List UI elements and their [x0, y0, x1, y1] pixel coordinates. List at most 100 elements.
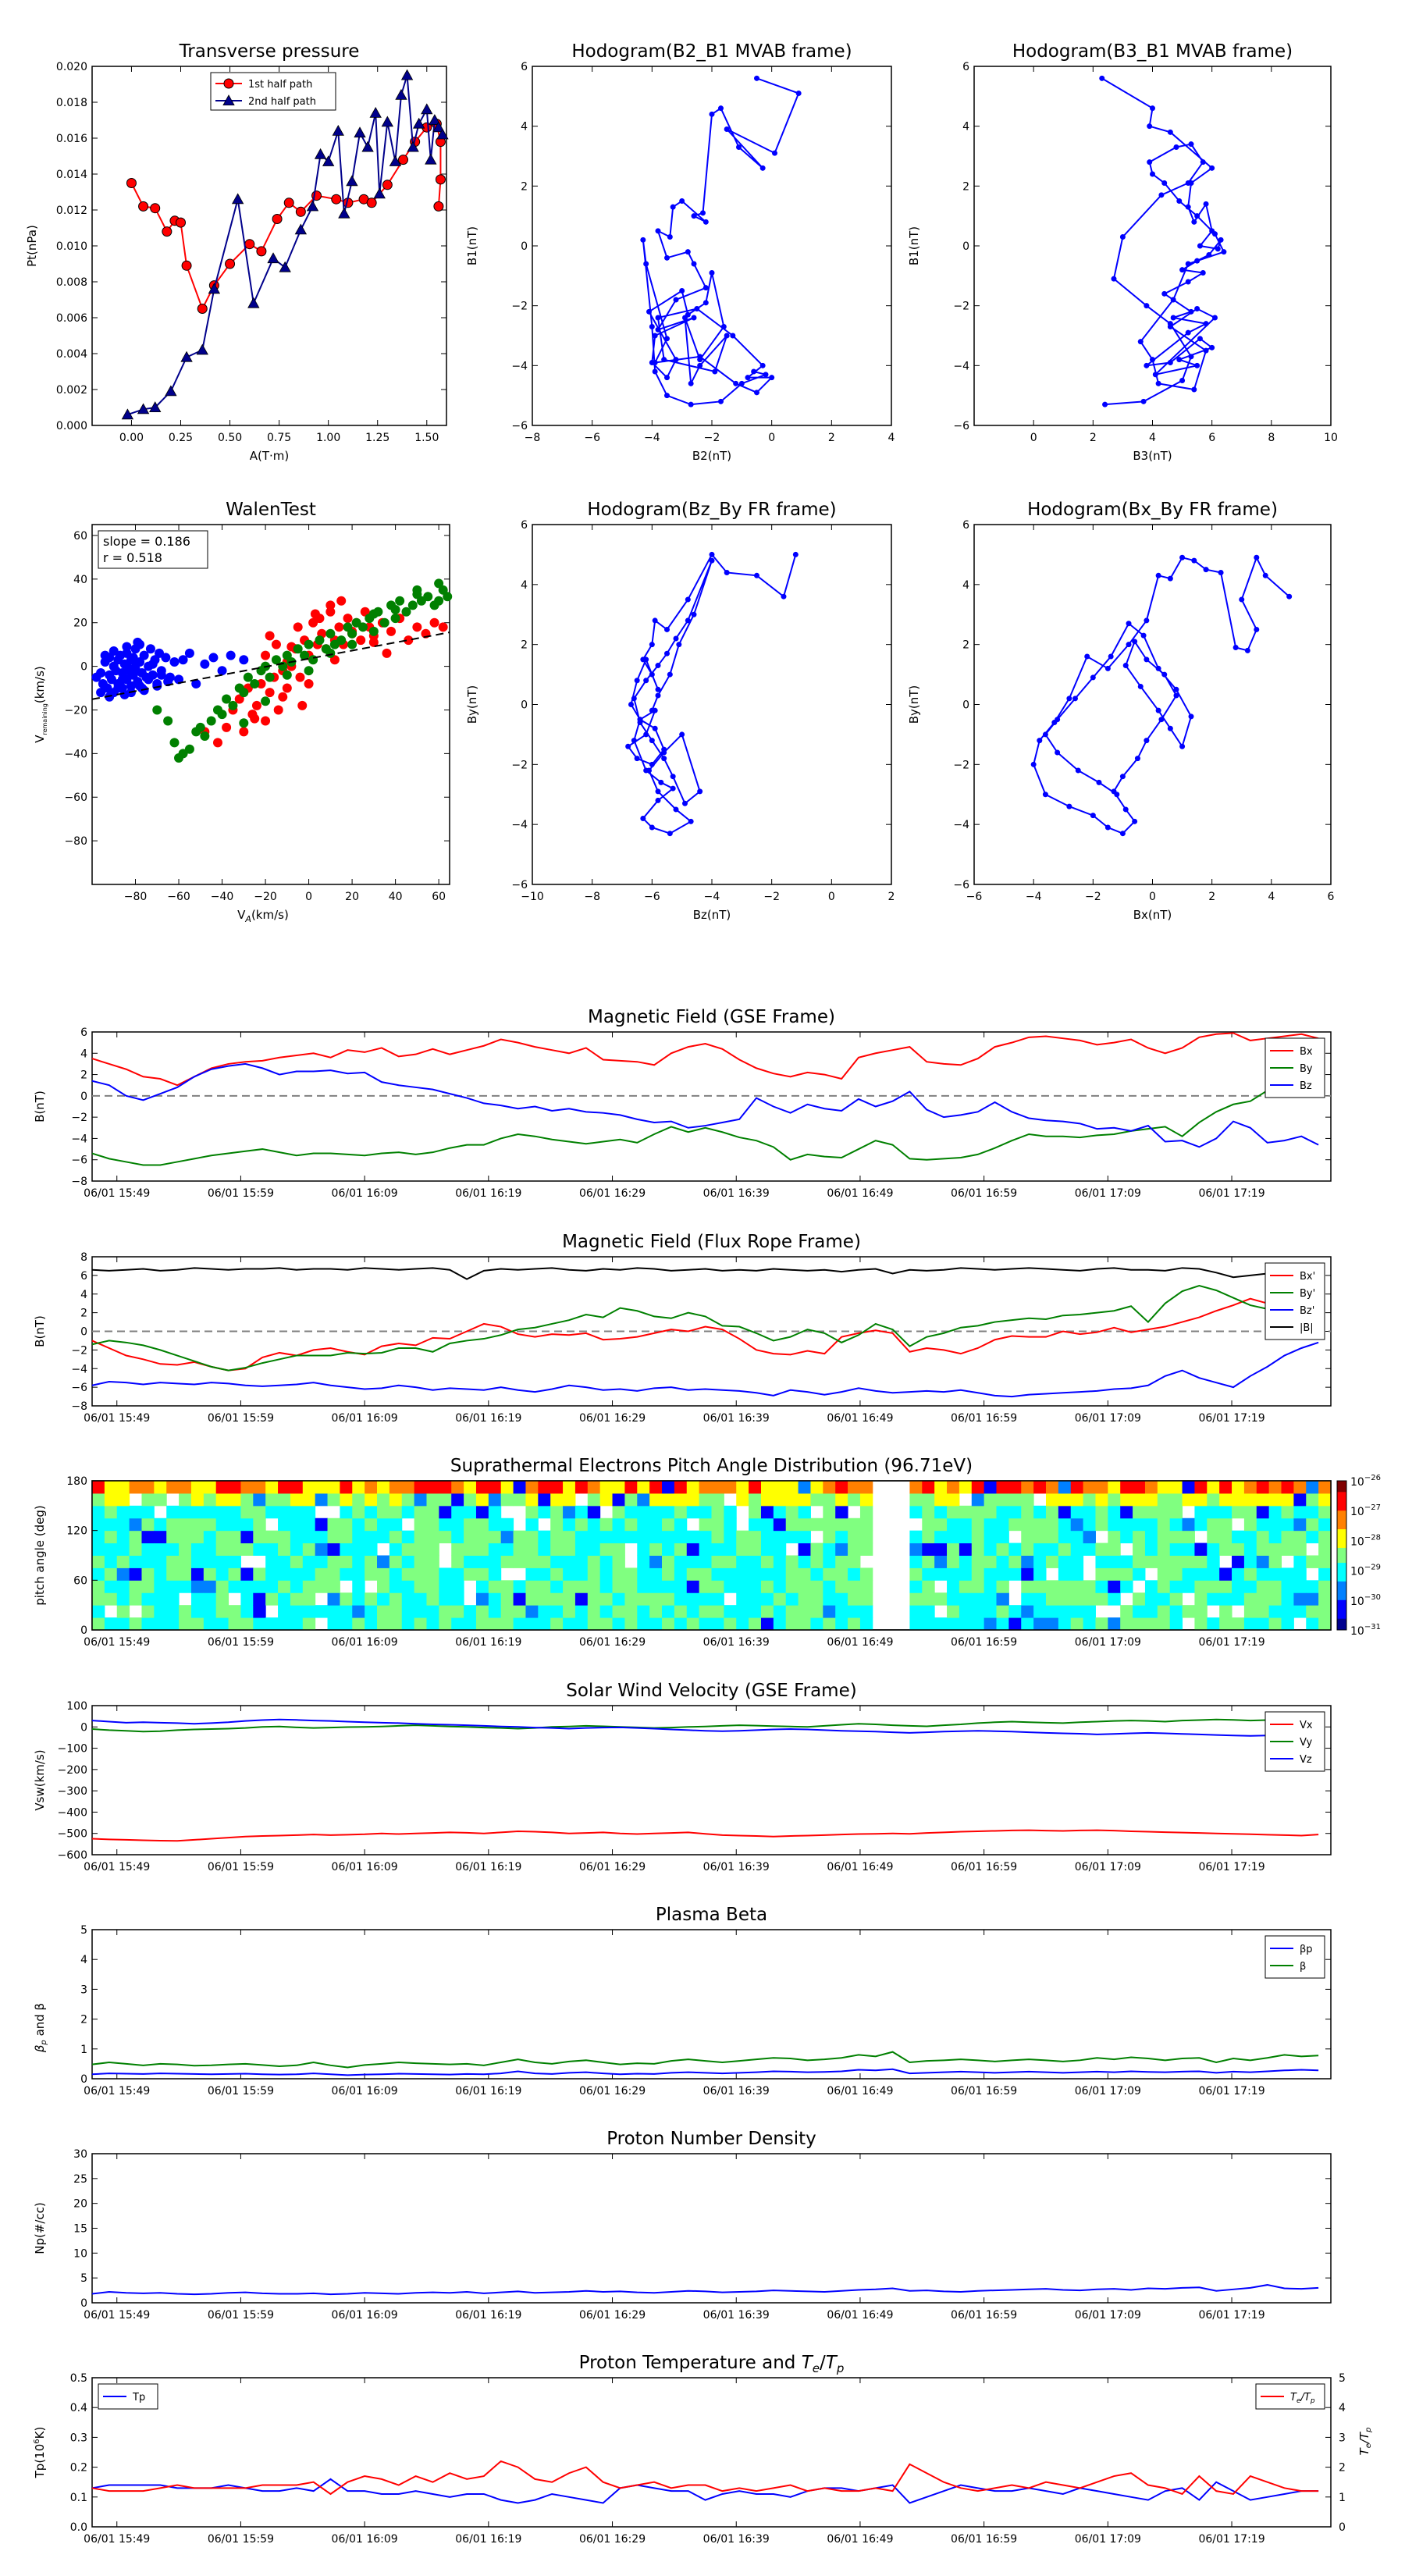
hodogram-point — [640, 815, 646, 821]
heatmap-cell — [190, 1555, 205, 1568]
data-point — [267, 252, 279, 264]
hodogram-point — [652, 333, 658, 339]
heatmap-cell — [798, 1617, 811, 1631]
heatmap-cell — [1144, 1493, 1158, 1507]
scatter-point — [390, 604, 400, 614]
heatmap-cell — [215, 1517, 229, 1532]
heatmap-cell — [662, 1542, 675, 1556]
heatmap-cell — [290, 1542, 304, 1556]
heatmap-cell — [190, 1542, 205, 1556]
heatmap-cell — [848, 1542, 861, 1556]
heatmap-cell — [1232, 1567, 1245, 1581]
hodogram-point — [1158, 717, 1165, 723]
heatmap-cell — [190, 1580, 205, 1593]
data-point — [432, 121, 445, 133]
heatmap-cell — [315, 1555, 329, 1568]
heatmap-cell — [711, 1481, 724, 1494]
hodogram-point — [655, 326, 661, 333]
scatter-point — [434, 596, 444, 606]
heatmap-cell — [711, 1592, 724, 1606]
data-point — [373, 187, 386, 199]
plot-frame — [91, 1705, 1332, 1856]
heatmap-cell — [1207, 1493, 1220, 1507]
heatmap-cell — [179, 1605, 192, 1618]
heatmap-cell — [637, 1580, 650, 1593]
heatmap-cell — [1070, 1542, 1084, 1556]
heatmap-cell — [104, 1567, 118, 1581]
heatmap-cell — [1157, 1530, 1171, 1544]
heatmap-cell — [1182, 1530, 1195, 1544]
time-tick-label: 06/01 17:19 — [1198, 2085, 1264, 2097]
heatmap-cell — [662, 1567, 675, 1581]
hodogram-point — [1185, 329, 1191, 336]
heatmap-cell — [166, 1580, 180, 1593]
heatmap-cell — [1058, 1530, 1072, 1544]
heatmap-cell — [662, 1505, 675, 1519]
hodogram-point — [1254, 626, 1260, 632]
heatmap-cell — [1169, 1517, 1183, 1532]
scatter-point — [265, 631, 275, 641]
y2-tick-label: 1 — [1339, 2492, 1346, 2504]
legend-label: Vx — [1300, 1720, 1313, 1731]
hodogram-point — [1137, 683, 1144, 689]
scatter-point — [271, 639, 281, 649]
heatmap-cell — [513, 1481, 526, 1494]
x-tick-label: 1.50 — [414, 432, 439, 444]
heatmap-cell — [699, 1517, 712, 1532]
heatmap-cell — [302, 1555, 316, 1568]
heatmap-cell — [749, 1567, 762, 1581]
data-point — [400, 69, 414, 80]
heatmap-cell — [947, 1567, 960, 1581]
heatmap-cell — [1095, 1481, 1108, 1494]
heatmap-cell — [1281, 1567, 1294, 1581]
x-tick-label: 0.00 — [119, 432, 144, 444]
hodogram-point — [1167, 360, 1173, 365]
x-tick-label: −60 — [167, 891, 190, 903]
y-tick-label: 2 — [80, 1308, 87, 1320]
heatmap-cell — [749, 1481, 762, 1494]
time-tick-label: 06/01 15:59 — [208, 2309, 274, 2322]
y-tick-label: 0.016 — [56, 133, 87, 145]
heatmap-cell — [190, 1605, 205, 1618]
heatmap-cell — [1306, 1481, 1319, 1494]
data-point — [369, 106, 382, 118]
hodogram-point — [1119, 831, 1126, 837]
heatmap-cell — [922, 1505, 935, 1519]
time-tick-label: 06/01 16:29 — [579, 2533, 646, 2546]
hodogram-point — [1042, 792, 1048, 798]
time-tick-label: 06/01 17:09 — [1075, 2085, 1141, 2097]
heatmap-cell — [749, 1580, 762, 1593]
series-line-By — [91, 1073, 1319, 1166]
hodogram-point — [1179, 743, 1186, 749]
heatmap-cell — [525, 1542, 539, 1556]
heatmap-cell — [587, 1567, 601, 1581]
heatmap-cell — [563, 1605, 576, 1618]
heatmap-cell — [1219, 1530, 1232, 1544]
hodogram-point — [759, 362, 766, 368]
y-tick-label: 0.018 — [56, 97, 87, 109]
heatmap-cell — [724, 1505, 737, 1519]
data-point — [436, 128, 449, 140]
x-tick-label: 0 — [828, 891, 835, 903]
heatmap-cell — [563, 1555, 576, 1568]
hodogram-point — [1144, 656, 1150, 663]
heatmap-cell — [760, 1580, 774, 1593]
heatmap-cell — [1207, 1530, 1220, 1544]
heatmap-cell — [760, 1555, 774, 1568]
data-point — [433, 201, 444, 212]
time-tick-label: 06/01 16:09 — [332, 2533, 398, 2546]
heatmap-cell — [414, 1567, 427, 1581]
heatmap-cell — [835, 1481, 848, 1494]
heatmap-cell — [179, 1567, 192, 1581]
heatmap-cell — [909, 1555, 923, 1568]
heatmap-cell — [699, 1580, 712, 1593]
heatmap-cell — [984, 1592, 998, 1606]
colorbar-segment — [1337, 1536, 1346, 1541]
y-tick-label: 40 — [73, 574, 87, 586]
y-tick-label: −6 — [953, 879, 969, 891]
heatmap-cell — [823, 1567, 836, 1581]
data-point — [272, 214, 283, 224]
hodogram-point — [1132, 639, 1138, 645]
heatmap-cell — [563, 1505, 576, 1519]
heatmap-cell — [662, 1517, 675, 1532]
